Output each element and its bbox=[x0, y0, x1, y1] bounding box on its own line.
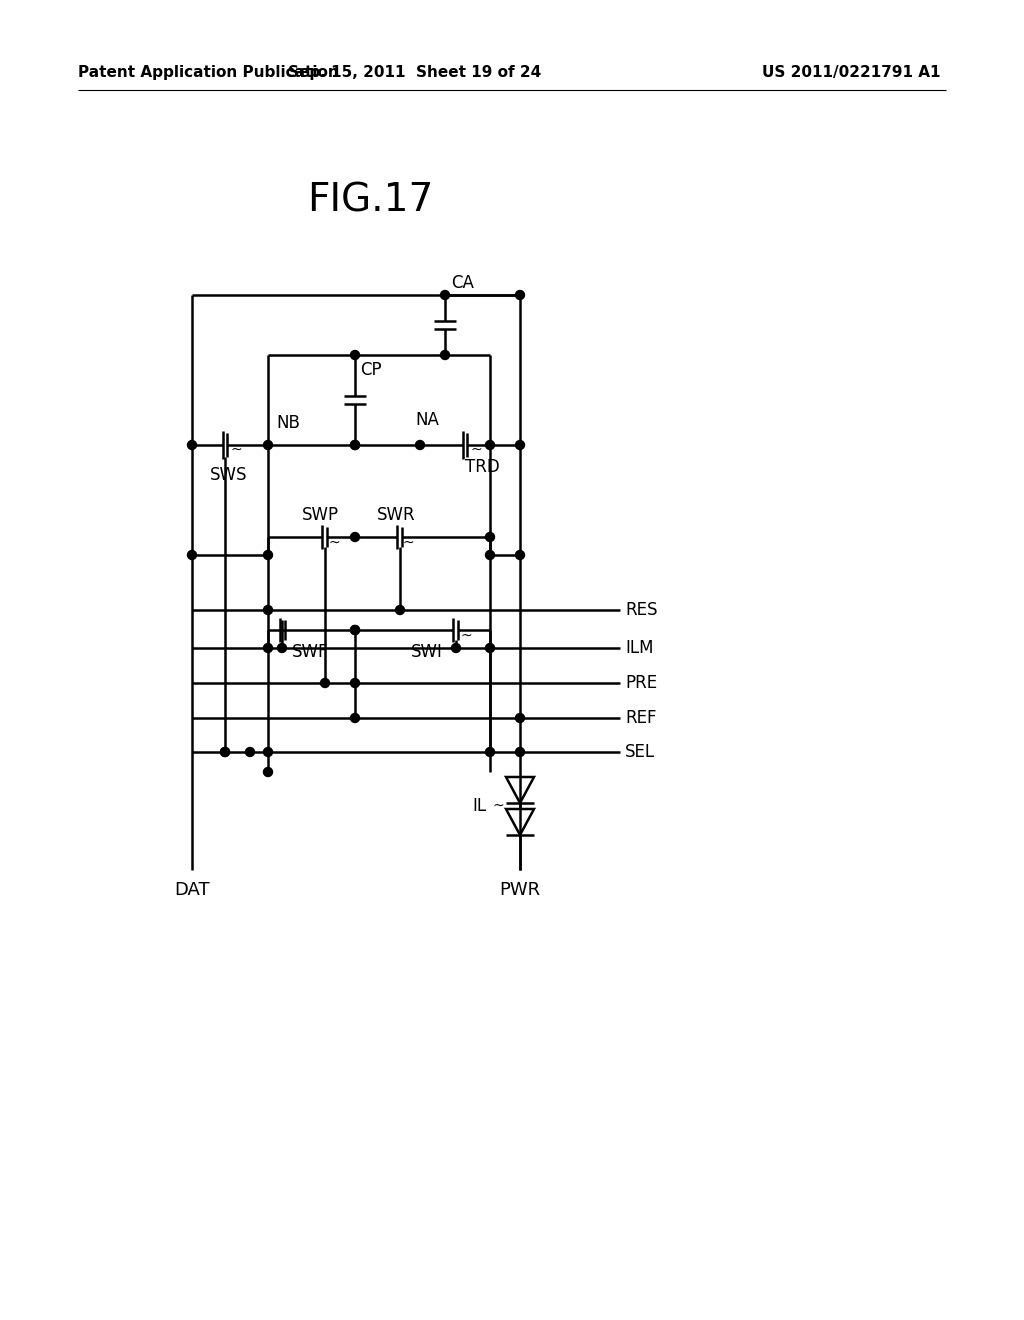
Circle shape bbox=[350, 532, 359, 541]
Text: ~: ~ bbox=[460, 630, 472, 643]
Circle shape bbox=[263, 747, 272, 756]
Circle shape bbox=[220, 747, 229, 756]
Text: ILM: ILM bbox=[625, 639, 653, 657]
Circle shape bbox=[187, 441, 197, 450]
Circle shape bbox=[263, 606, 272, 615]
Text: PWR: PWR bbox=[500, 880, 541, 899]
Circle shape bbox=[515, 441, 524, 450]
Circle shape bbox=[263, 441, 272, 450]
Circle shape bbox=[515, 714, 524, 722]
Circle shape bbox=[440, 351, 450, 359]
Text: CP: CP bbox=[360, 360, 382, 379]
Text: Sep. 15, 2011  Sheet 19 of 24: Sep. 15, 2011 Sheet 19 of 24 bbox=[289, 66, 542, 81]
Circle shape bbox=[416, 441, 425, 450]
Circle shape bbox=[515, 550, 524, 560]
Text: CA: CA bbox=[451, 275, 474, 292]
Text: PRE: PRE bbox=[625, 675, 657, 692]
Text: ~: ~ bbox=[328, 536, 340, 550]
Circle shape bbox=[263, 550, 272, 560]
Text: ~: ~ bbox=[231, 444, 243, 457]
Circle shape bbox=[350, 714, 359, 722]
Text: SWP: SWP bbox=[302, 506, 339, 524]
Text: SEL: SEL bbox=[625, 743, 655, 762]
Circle shape bbox=[452, 644, 461, 652]
Text: SWR: SWR bbox=[377, 506, 416, 524]
Circle shape bbox=[246, 747, 255, 756]
Circle shape bbox=[350, 626, 359, 635]
Text: ~: ~ bbox=[493, 799, 505, 813]
Circle shape bbox=[440, 290, 450, 300]
Circle shape bbox=[485, 441, 495, 450]
Circle shape bbox=[350, 441, 359, 450]
Circle shape bbox=[485, 747, 495, 756]
Circle shape bbox=[263, 767, 272, 776]
Text: RES: RES bbox=[625, 601, 657, 619]
Circle shape bbox=[395, 606, 404, 615]
Text: NB: NB bbox=[276, 414, 300, 432]
Circle shape bbox=[350, 678, 359, 688]
Circle shape bbox=[220, 747, 229, 756]
Circle shape bbox=[278, 644, 287, 652]
Circle shape bbox=[321, 678, 330, 688]
Circle shape bbox=[350, 441, 359, 450]
Text: ~: ~ bbox=[471, 444, 482, 457]
Circle shape bbox=[263, 644, 272, 652]
Circle shape bbox=[485, 532, 495, 541]
Circle shape bbox=[485, 550, 495, 560]
Circle shape bbox=[350, 351, 359, 359]
Text: TRD: TRD bbox=[465, 458, 500, 477]
Text: REF: REF bbox=[625, 709, 656, 727]
Text: NA: NA bbox=[415, 411, 439, 429]
Circle shape bbox=[515, 290, 524, 300]
Circle shape bbox=[515, 747, 524, 756]
Text: US 2011/0221791 A1: US 2011/0221791 A1 bbox=[762, 66, 940, 81]
Text: SWF: SWF bbox=[292, 643, 329, 661]
Circle shape bbox=[350, 626, 359, 635]
Text: SWI: SWI bbox=[411, 643, 442, 661]
Circle shape bbox=[485, 644, 495, 652]
Circle shape bbox=[187, 550, 197, 560]
Text: Patent Application Publication: Patent Application Publication bbox=[78, 66, 339, 81]
Text: IL: IL bbox=[472, 797, 486, 814]
Text: DAT: DAT bbox=[174, 880, 210, 899]
Text: SWS: SWS bbox=[210, 466, 248, 484]
Text: FIG.17: FIG.17 bbox=[307, 181, 433, 219]
Text: ~: ~ bbox=[403, 536, 415, 550]
